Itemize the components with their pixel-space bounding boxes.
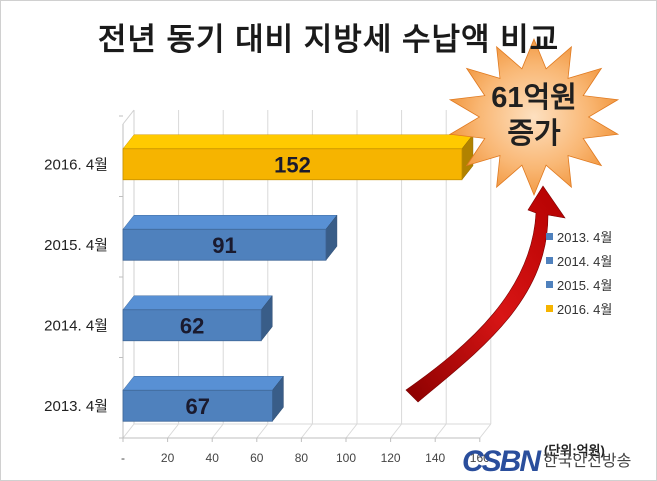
category-label: 2013. 4월 <box>44 398 108 415</box>
starburst-shape <box>448 38 620 196</box>
x-tick-label: 80 <box>295 451 309 465</box>
legend-label: 2015. 4월 <box>557 278 613 293</box>
category-label: 2016. 4월 <box>44 156 108 173</box>
annotation-layer <box>405 38 620 403</box>
floor-gridline <box>256 423 269 439</box>
category-label: 2014. 4월 <box>44 317 108 334</box>
floor-gridline <box>301 423 313 439</box>
legend-swatch <box>546 305 553 312</box>
bar <box>122 389 273 422</box>
bar-top-face <box>122 376 284 391</box>
bar-top-face <box>122 215 338 230</box>
logo-mark: CSBN <box>462 445 541 478</box>
label-layer: - 20 40 60 80 100 120 140 160 67 2013. 4월 62 2014. 4… <box>44 152 490 465</box>
floor-gridline <box>122 423 135 439</box>
bar-top-face <box>122 295 273 310</box>
legend-label: 2014. 4월 <box>557 254 613 269</box>
floor-gridline <box>167 423 179 439</box>
bar <box>122 228 327 261</box>
legend-swatch <box>546 257 553 264</box>
data-label: 91 <box>212 233 236 258</box>
floor-gridline <box>479 423 492 439</box>
legend-swatch <box>546 233 553 240</box>
broadcaster-logo: CSBN 한국안전방송 <box>462 447 631 477</box>
x-tick-label: 140 <box>425 451 445 465</box>
floor-gridline <box>345 423 358 439</box>
data-label: 152 <box>274 152 311 177</box>
x-tick-label: 100 <box>336 451 356 465</box>
wall-top-edge <box>122 109 135 125</box>
chart-title: 전년 동기 대비 지방세 수납액 비교 <box>97 22 560 57</box>
bar <box>122 309 262 342</box>
annotation-line-increase: 증가 <box>507 118 561 150</box>
bar <box>122 148 463 181</box>
floor-gridline <box>390 423 402 439</box>
chart-legend: 2013. 4월 2014. 4월 2015. 4월 2016. 4월 <box>546 227 612 323</box>
legend-item: 2013. 4월 <box>546 227 612 246</box>
legend-swatch <box>546 281 553 288</box>
logo-text: 한국안전방송 <box>543 453 632 470</box>
increase-arrow <box>405 185 566 403</box>
bar-top-face <box>122 134 474 149</box>
unit-label: (단위:억원) <box>544 443 605 458</box>
category-label: 2015. 4월 <box>44 237 108 254</box>
bar-layer <box>122 134 474 422</box>
x-tick-label: 40 <box>206 451 220 465</box>
legend-item: 2016. 4월 <box>546 299 612 318</box>
x-tick-label: 60 <box>250 451 264 465</box>
x-tick-label: - <box>121 451 125 465</box>
data-label: 62 <box>180 313 204 338</box>
x-tick-label: 20 <box>161 451 175 465</box>
x-tick-label: 160 <box>470 451 490 465</box>
legend-item: 2014. 4월 <box>546 251 612 270</box>
annotation-line-amount: 61억원 <box>491 82 577 114</box>
annotation-text: 61억원 증가 <box>468 80 600 152</box>
legend-item: 2015. 4월 <box>546 275 612 294</box>
data-label: 67 <box>185 394 209 419</box>
legend-label: 2016. 4월 <box>557 302 613 317</box>
x-tick-label: 120 <box>381 451 401 465</box>
legend-label: 2013. 4월 <box>557 230 613 245</box>
floor-gridline <box>434 423 447 439</box>
floor-gridline <box>211 423 224 439</box>
